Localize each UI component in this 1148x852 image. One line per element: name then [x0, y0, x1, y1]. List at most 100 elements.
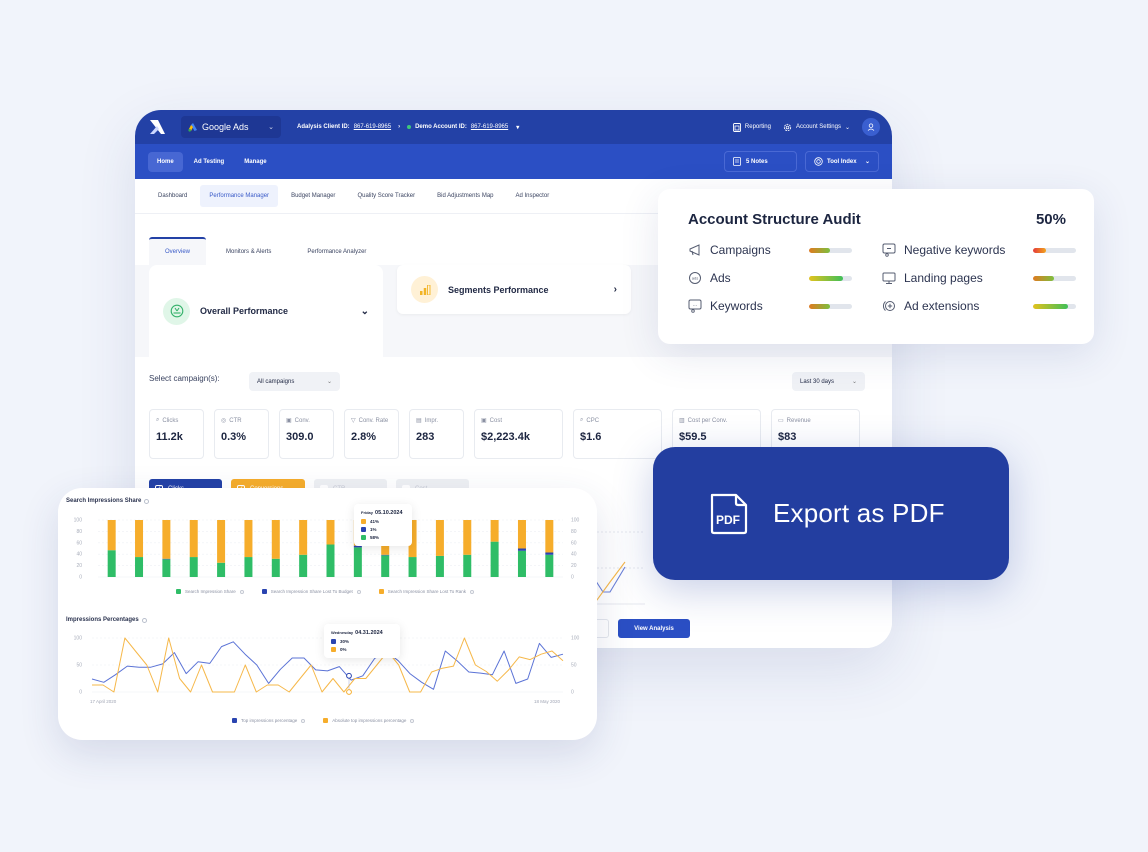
sub-nav: Dashboard Performance Manager Budget Man…: [135, 179, 892, 214]
tab-performance-analyzer[interactable]: Performance Analyzer: [307, 249, 367, 255]
info-icon[interactable]: [144, 498, 150, 504]
subnav-bid-adjustments-map[interactable]: Bid Adjustments Map: [437, 193, 494, 199]
kpi-label: Conv.: [294, 417, 310, 424]
info-icon: [356, 589, 361, 594]
chevron-down-icon: ⌄: [851, 379, 857, 385]
subnav-budget-manager[interactable]: Budget Manager: [291, 193, 336, 199]
keyword-icon: ...: [688, 299, 702, 313]
audit-item-keywords[interactable]: ... Keywords: [688, 297, 882, 315]
chevron-down-icon: ⌄: [326, 379, 332, 385]
gear-icon: [783, 123, 792, 131]
reporting-button[interactable]: Reporting: [732, 122, 771, 132]
legend-item[interactable]: Search Impression Share Lost To Budget: [261, 589, 361, 594]
date-range-select[interactable]: Last 30 days ⌄: [792, 372, 865, 391]
tool-index-icon: [814, 157, 823, 166]
subnav-performance-manager[interactable]: Performance Manager: [200, 185, 279, 207]
tooltip-date: 05.10.2024: [375, 510, 403, 516]
chevron-down-icon: ⌄: [360, 305, 369, 317]
view-analysis-button[interactable]: View Analysis: [618, 619, 690, 638]
tooltip-value: 30%: [340, 639, 350, 644]
segments-performance-link[interactable]: Segments Performance ›: [397, 265, 631, 314]
svg-text:100: 100: [74, 518, 83, 524]
tab-overview[interactable]: Overview: [149, 237, 207, 265]
nav-home[interactable]: Home: [148, 151, 183, 172]
kpi-clicks[interactable]: ⌕ Clicks 11.2k: [149, 409, 204, 459]
user-avatar[interactable]: [862, 118, 880, 136]
kpi-value: 283: [416, 431, 435, 443]
overall-performance-toggle[interactable]: Overall Performance ⌄: [149, 265, 383, 357]
audit-item-campaigns[interactable]: Campaigns: [688, 241, 882, 259]
google-ads-selector[interactable]: Google Ads ⌄: [181, 116, 281, 138]
tooltip-value: 0%: [340, 647, 347, 652]
audit-item-label: Ads: [710, 271, 731, 285]
audit-item-landing-pages[interactable]: Landing pages: [882, 269, 1076, 287]
svg-text:100: 100: [571, 636, 580, 642]
tool-index-button[interactable]: Tool Index ⌄: [805, 151, 879, 172]
google-ads-label: Google Ads: [202, 122, 249, 132]
svg-text:60: 60: [76, 540, 82, 546]
subnav-dashboard[interactable]: Dashboard: [158, 193, 188, 199]
legend-item[interactable]: Absolute top impressions percentage: [323, 718, 415, 723]
kpi-conversions[interactable]: ▣ Conv. 309.0: [279, 409, 334, 459]
adalysis-logo-icon[interactable]: [147, 116, 169, 138]
caret-down-icon[interactable]: ▾: [516, 124, 520, 131]
x-start-label: 17 April 2020: [90, 699, 117, 704]
progress-bar: [1033, 303, 1076, 309]
kpi-cpc[interactable]: ⌕ CPC $1.6: [573, 409, 662, 459]
audit-item-ad-extensions[interactable]: Ad extensions: [882, 297, 1076, 315]
audit-item-negative-keywords[interactable]: Negative keywords: [882, 241, 1076, 259]
client-id-label: Adalysis Client ID:: [297, 124, 350, 130]
progress-bar: [809, 275, 852, 281]
account-id-link[interactable]: 867-619-8965: [470, 124, 509, 130]
tooltip-day: Wednesday: [331, 630, 354, 635]
tab-monitors-alerts[interactable]: Monitors & Alerts: [226, 249, 272, 255]
client-id-link[interactable]: 867-619-8965: [353, 124, 392, 130]
account-id-label: Demo Account ID:: [415, 124, 467, 130]
kpi-value: $83: [778, 431, 797, 443]
revenue-icon: ▭: [778, 418, 784, 424]
subnav-ad-inspector[interactable]: Ad Inspector: [515, 193, 550, 199]
legend-label: Top impressions percentage: [241, 718, 298, 723]
info-icon: [410, 718, 415, 723]
legend-label: Search Impression Share Lost To Budget: [270, 589, 353, 594]
kpi-label: CPC: [586, 417, 600, 424]
nav-manage[interactable]: Manage: [244, 158, 267, 165]
account-settings-button[interactable]: Account Settings ⌄: [783, 123, 850, 132]
kpi-cards: ⌕ Clicks 11.2k ◎ CTR 0.3% ▣ Conv. 309.0 ▽ Co…: [149, 409, 860, 459]
legend-item[interactable]: Search Impression Share: [176, 589, 244, 594]
kpi-value: 309.0: [286, 431, 314, 443]
kpi-conv-rate[interactable]: ▽ Conv. Rate 2.8%: [344, 409, 399, 459]
kpi-ctr[interactable]: ◎ CTR 0.3%: [214, 409, 269, 459]
svg-text:80: 80: [571, 529, 577, 535]
kpi-value: 0.3%: [221, 431, 247, 443]
audit-item-ads[interactable]: ads Ads: [688, 269, 882, 287]
google-ads-icon: [188, 122, 197, 132]
negative-keyword-icon: [882, 243, 896, 257]
svg-text:50: 50: [76, 663, 82, 669]
subnav-quality-score-tracker[interactable]: Quality Score Tracker: [357, 193, 416, 199]
svg-text:0: 0: [571, 690, 574, 696]
kpi-impressions[interactable]: ▤ Impr. 283: [409, 409, 464, 459]
nav-ad-testing[interactable]: Ad Testing: [193, 158, 225, 165]
top-bar: Google Ads ⌄ Adalysis Client ID: 867-619…: [135, 110, 892, 144]
export-pdf-button[interactable]: PDF Export as PDF: [653, 447, 1009, 580]
audit-title: Account Structure Audit: [688, 211, 861, 228]
tooltip-date: 04.31.2024: [355, 630, 383, 636]
monitor-icon: [882, 272, 896, 284]
notes-button[interactable]: 5 Notes: [724, 151, 797, 172]
legend-label: Search Impression Share Lost To Rank: [387, 589, 466, 594]
chart-title-text: Impressions Percentages: [66, 617, 139, 623]
campaign-select[interactable]: All campaigns ⌄: [249, 372, 340, 391]
date-range-value: Last 30 days: [800, 378, 835, 385]
legend-item[interactable]: Top impressions percentage: [232, 718, 306, 723]
legend-item[interactable]: Search Impression Share Lost To Rank: [378, 589, 474, 594]
overall-performance-label: Overall Performance: [200, 306, 289, 316]
chevron-down-icon: ⌄: [864, 159, 870, 165]
chevron-down-icon: ⌄: [844, 124, 850, 131]
kpi-cost[interactable]: ▣ Cost $2,223.4k: [474, 409, 563, 459]
kpi-value: $1.6: [580, 431, 602, 443]
svg-text:40: 40: [76, 552, 82, 558]
export-pdf-label: Export as PDF: [773, 498, 945, 528]
account-structure-audit-card[interactable]: Account Structure Audit 50% Campaigns Ne…: [658, 189, 1094, 344]
info-icon[interactable]: [141, 617, 147, 623]
